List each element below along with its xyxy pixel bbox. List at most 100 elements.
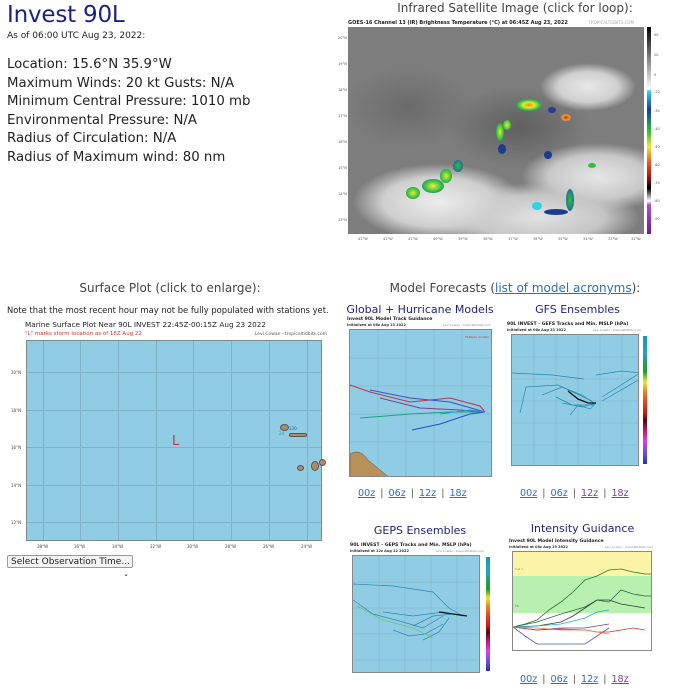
ir-credit: TROPICALTIDBITS.COM: [588, 20, 634, 25]
colorbar-label: -50: [654, 145, 660, 149]
ir-xlabel: 43°W: [358, 237, 368, 241]
surface-plot-image[interactable]: Marine Surface Plot Near 90L INVEST 22:4…: [11, 320, 327, 550]
run-link-18z[interactable]: 18z: [449, 488, 467, 499]
svg-text:TS: TS: [514, 604, 519, 608]
island: [280, 424, 289, 431]
panel-title-intensity-guidance: Intensity Guidance: [530, 522, 635, 535]
island: [319, 459, 326, 466]
colorbar-label: -20: [654, 90, 660, 94]
surface-section-title: Surface Plot (click to enlarge):: [79, 281, 261, 295]
colorbar-label: -40: [654, 127, 660, 131]
ir-xlabel: 38°W: [483, 237, 493, 241]
convection-blob: [406, 187, 420, 199]
surface-ylabel: 20°N: [11, 370, 22, 375]
ir-image-title: GOES-16 Channel 13 (IR) Brightness Tempe…: [348, 20, 568, 26]
stat-max-winds: Maximum Winds: 20 kt Gusts: N/A: [7, 75, 235, 91]
infrared-section-title: Infrared Satellite Image (click for loop…: [397, 1, 633, 15]
ir-xlabel: 32°W: [631, 237, 641, 241]
colorbar-label: -80: [654, 199, 660, 203]
image-credit: Levi Cowan - tropicaltidbits.com: [592, 328, 641, 332]
model-forecasts-title: Model Forecasts (list of model acronyms)…: [389, 281, 641, 295]
surface-map: 20°N 18°N 16°N 14°N 12°N 38°W 36°W 34°W …: [11, 340, 326, 549]
run-link-12z[interactable]: 12z: [580, 674, 599, 685]
run-link-06z[interactable]: 06z: [550, 674, 568, 685]
run-link-18z[interactable]: 18z: [611, 674, 629, 685]
gefs-tracks-image[interactable]: 90L INVEST - GEFS Tracks and Min. MSLP (…: [505, 322, 657, 472]
storm-location-marker: L: [172, 434, 180, 449]
run-link-00z[interactable]: 00z: [520, 488, 538, 499]
panel-title-geps-ensembles: GEPS Ensembles: [373, 524, 467, 537]
intensity-chart: Cat 1 TS: [512, 551, 652, 651]
image-init: Initialized at 06z Aug 23 2022: [507, 328, 566, 332]
run-link-06z[interactable]: 06z: [550, 488, 568, 499]
model-track-guidance-image[interactable]: Invest 90L Model Track Guidance Initiali…: [345, 317, 495, 480]
geps-tracks-image[interactable]: 90L INVEST - GEPS Tracks and Min. MSLP (…: [348, 543, 500, 673]
surface-xlabel: 32°W: [150, 544, 162, 549]
surface-ylabel: 16°N: [11, 445, 22, 450]
stat-env-pressure: Environmental Pressure: N/A: [7, 112, 197, 128]
convection-blob: [544, 151, 552, 159]
surface-xlabel: 30°W: [187, 544, 199, 549]
colorbar-label: -90: [654, 217, 660, 221]
ir-xlabel: 39°W: [458, 237, 468, 241]
colorbar-label: 40: [654, 33, 659, 37]
colorbar-label: -30: [654, 109, 660, 113]
track-guidance-runs: 00z | 06z | 12z | 18z: [358, 488, 467, 499]
ir-ylabel: 20°N: [338, 36, 347, 40]
convection-blob: [566, 189, 574, 211]
stat-min-pressure: Minimum Central Pressure: 1010 mb: [7, 94, 251, 110]
ir-xlabel: 34°W: [583, 237, 593, 241]
ir-ylabel: 19°N: [338, 62, 347, 66]
ir-xlabel: 37°W: [508, 237, 518, 241]
ir-ylabel: 13°N: [338, 218, 347, 222]
run-link-12z[interactable]: 12z: [580, 488, 599, 499]
ir-xlabel: 35°W: [558, 237, 568, 241]
surface-credit: Levi Cowan - tropicaltidbits.com: [254, 332, 327, 337]
ir-ylabel: 16°N: [338, 140, 347, 144]
model-acronyms-link[interactable]: list of model acronyms: [495, 281, 632, 295]
storm-marker-note: "L" marks storm location as of 18Z Aug 2…: [25, 331, 142, 337]
svg-text:Multiple models: Multiple models: [465, 335, 489, 339]
surface-xlabel: 28°W: [225, 544, 237, 549]
convection-blob: [453, 160, 463, 172]
image-title: Invest 90L Model Track Guidance: [347, 317, 433, 322]
ir-xlabel: 42°W: [383, 237, 393, 241]
convection-blob: [548, 107, 556, 113]
surface-ylabel: 12°N: [11, 520, 22, 525]
intensity-guidance-image[interactable]: Invest 90L Model Intensity Guidance Init…: [507, 539, 657, 659]
run-link-18z[interactable]: 18z: [611, 488, 629, 499]
image-title: 90L INVEST - GEPS Tracks and Min. MSLP (…: [350, 543, 472, 548]
mslp-colorbar: [643, 336, 647, 464]
track-map: Multiple models: [349, 329, 492, 477]
image-credit: Levi Cowan - tropicaltidbits.com: [442, 323, 491, 327]
run-link-00z[interactable]: 00z: [358, 488, 376, 499]
island: [289, 433, 307, 437]
convection-blob: [498, 144, 506, 154]
station-pressure: 130: [289, 426, 297, 431]
station-temp: 24: [279, 431, 285, 436]
geps-runs: 00z | 06z | 12z | 18z: [520, 674, 629, 685]
ir-ylabel: 18°N: [338, 88, 347, 92]
image-credit: Levi Cowan - tropicaltidbits.com: [435, 549, 484, 553]
run-link-12z[interactable]: 12z: [418, 488, 437, 499]
ir-xlabel: 40°W: [433, 237, 443, 241]
convection-blob: [503, 120, 511, 130]
ir-xlabel: 41°W: [408, 237, 418, 241]
stat-location: Location: 15.6°N 35.9°W: [7, 57, 172, 72]
observation-time-select[interactable]: Select Observation Time... ⌄: [7, 555, 133, 578]
colorbar-label: -70: [654, 181, 660, 185]
convection-blob: [560, 113, 572, 122]
image-init: Initialized at 12z Aug 22 2022: [350, 549, 409, 553]
convection-blob: [516, 99, 542, 111]
image-title: Invest 90L Model Intensity Guidance: [509, 539, 604, 544]
chevron-down-icon: ⌄: [123, 570, 129, 578]
surface-image-title: Marine Surface Plot Near 90L INVEST 22:4…: [25, 320, 267, 329]
infrared-satellite-image[interactable]: GOES-16 Channel 13 (IR) Brightness Tempe…: [338, 18, 664, 248]
convection-blob: [588, 163, 596, 168]
image-init: Initialized at 06z Aug 23 2022: [347, 323, 406, 327]
surface-xlabel: 26°W: [263, 544, 275, 549]
run-link-00z[interactable]: 00z: [520, 674, 538, 685]
colorbar-label: 20: [654, 53, 659, 57]
run-link-06z[interactable]: 06z: [388, 488, 406, 499]
ir-ylabel: 17°N: [338, 114, 347, 118]
